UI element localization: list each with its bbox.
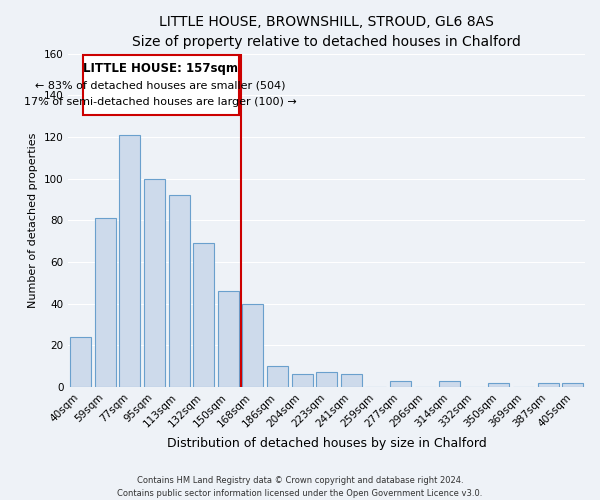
Bar — [538, 383, 559, 387]
Bar — [218, 291, 239, 387]
Bar — [562, 383, 583, 387]
Bar — [488, 383, 509, 387]
Bar — [292, 374, 313, 387]
Bar — [316, 372, 337, 387]
Bar — [144, 179, 165, 387]
Bar — [169, 196, 190, 387]
Bar — [193, 244, 214, 387]
Title: LITTLE HOUSE, BROWNSHILL, STROUD, GL6 8AS
Size of property relative to detached : LITTLE HOUSE, BROWNSHILL, STROUD, GL6 8A… — [132, 15, 521, 48]
Bar — [242, 304, 263, 387]
Y-axis label: Number of detached properties: Number of detached properties — [28, 132, 38, 308]
Text: 17% of semi-detached houses are larger (100) →: 17% of semi-detached houses are larger (… — [24, 97, 297, 107]
Bar — [341, 374, 362, 387]
Bar — [70, 337, 91, 387]
Text: Contains HM Land Registry data © Crown copyright and database right 2024.
Contai: Contains HM Land Registry data © Crown c… — [118, 476, 482, 498]
Bar — [267, 366, 288, 387]
FancyBboxPatch shape — [83, 55, 239, 116]
Bar — [119, 135, 140, 387]
Bar — [390, 380, 411, 387]
Bar — [95, 218, 116, 387]
Bar — [439, 380, 460, 387]
Text: ← 83% of detached houses are smaller (504): ← 83% of detached houses are smaller (50… — [35, 80, 286, 90]
X-axis label: Distribution of detached houses by size in Chalford: Distribution of detached houses by size … — [167, 437, 487, 450]
Text: LITTLE HOUSE: 157sqm: LITTLE HOUSE: 157sqm — [83, 62, 238, 74]
